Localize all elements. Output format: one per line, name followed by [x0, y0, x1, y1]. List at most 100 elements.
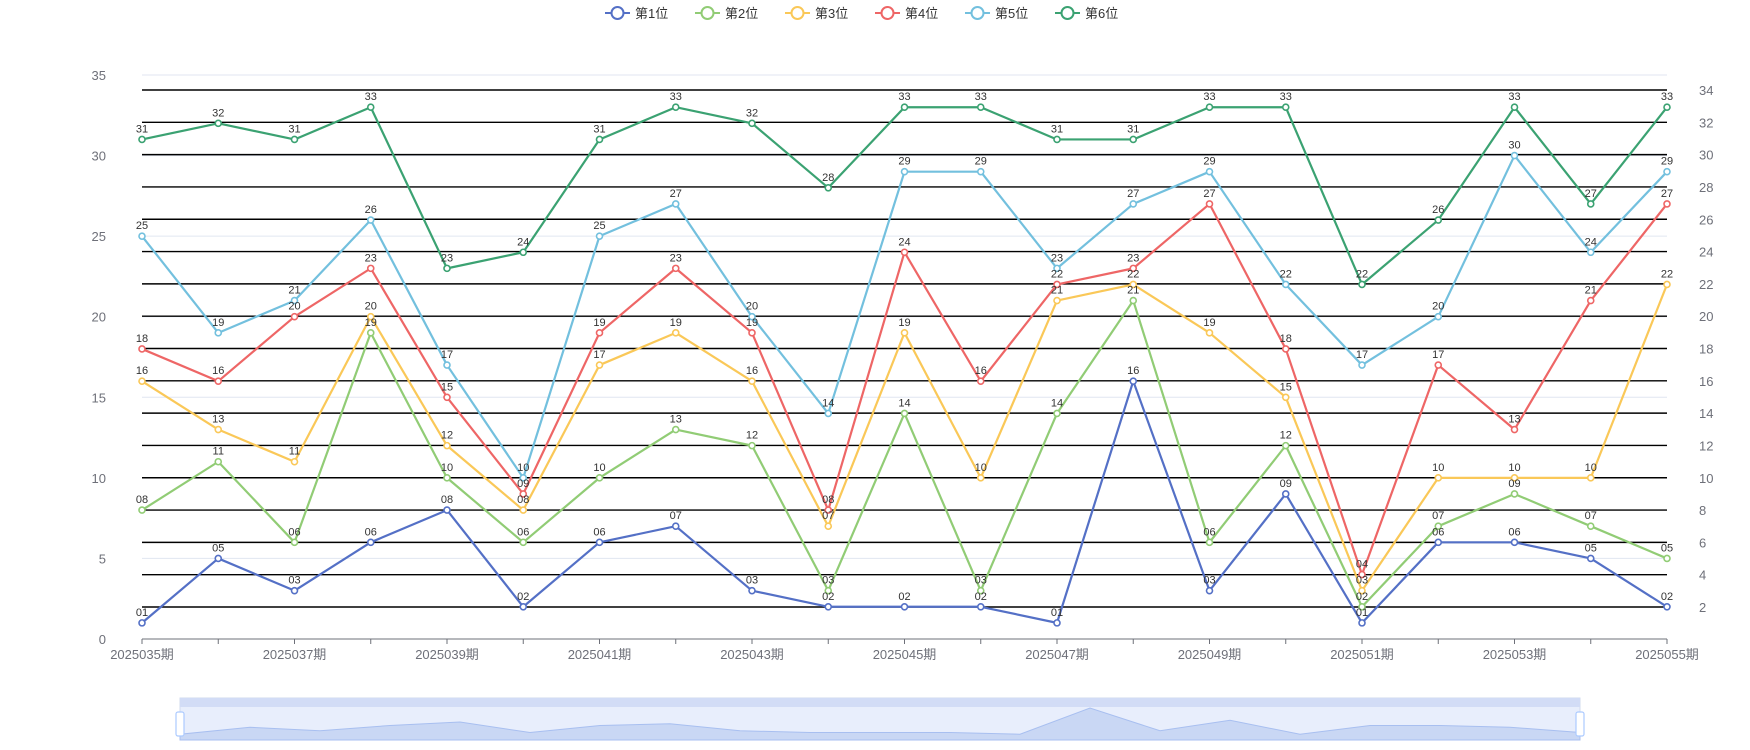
- zoom-left-handle[interactable]: [175, 711, 185, 737]
- data-point[interactable]: [1434, 538, 1443, 547]
- data-point[interactable]: [1053, 296, 1061, 305]
- data-point[interactable]: [595, 232, 604, 240]
- data-point[interactable]: [595, 361, 604, 369]
- data-point[interactable]: [1205, 586, 1214, 595]
- data-point[interactable]: [1663, 167, 1671, 176]
- zoom-move-handle[interactable]: [180, 698, 1580, 707]
- data-point[interactable]: [671, 264, 680, 273]
- data-point[interactable]: [671, 103, 680, 112]
- data-point[interactable]: [290, 457, 299, 466]
- data-point[interactable]: [1510, 490, 1519, 498]
- data-point[interactable]: [1129, 280, 1138, 289]
- data-point[interactable]: [1129, 200, 1138, 208]
- data-point[interactable]: [519, 506, 528, 514]
- data-point[interactable]: [1281, 280, 1290, 289]
- data-point[interactable]: [519, 474, 528, 482]
- data-point[interactable]: [824, 586, 833, 595]
- data-point[interactable]: [443, 361, 451, 369]
- data-point[interactable]: [595, 135, 604, 144]
- data-point[interactable]: [900, 602, 909, 611]
- data-point[interactable]: [290, 538, 299, 547]
- data-point[interactable]: [976, 602, 985, 611]
- data-point[interactable]: [519, 538, 528, 547]
- data-point[interactable]: [1205, 329, 1214, 337]
- data-point[interactable]: [214, 554, 223, 563]
- data-point[interactable]: [824, 602, 833, 611]
- data-point[interactable]: [671, 329, 680, 337]
- data-point[interactable]: [595, 538, 604, 547]
- data-point[interactable]: [519, 602, 528, 611]
- data-point[interactable]: [1358, 361, 1366, 369]
- data-point[interactable]: [290, 312, 299, 321]
- data-point[interactable]: [748, 329, 756, 337]
- data-point[interactable]: [1205, 538, 1214, 547]
- data-point[interactable]: [1281, 441, 1290, 450]
- data-point[interactable]: [214, 119, 223, 128]
- data-point[interactable]: [1586, 554, 1595, 563]
- data-point[interactable]: [976, 474, 985, 482]
- data-point[interactable]: [595, 474, 604, 482]
- data-point[interactable]: [138, 619, 146, 627]
- data-point[interactable]: [1129, 377, 1138, 385]
- data-point[interactable]: [900, 248, 909, 257]
- data-point[interactable]: [1663, 602, 1671, 611]
- data-point[interactable]: [976, 586, 985, 595]
- data-point[interactable]: [671, 522, 680, 531]
- data-point[interactable]: [1053, 409, 1061, 418]
- data-point[interactable]: [1205, 200, 1214, 208]
- data-point[interactable]: [824, 409, 833, 418]
- data-point[interactable]: [1434, 312, 1443, 321]
- data-point[interactable]: [1434, 522, 1443, 531]
- data-point[interactable]: [900, 409, 909, 418]
- data-point[interactable]: [290, 135, 299, 144]
- legend-item[interactable]: 第1位: [605, 6, 668, 21]
- data-point[interactable]: [1358, 602, 1366, 611]
- data-point[interactable]: [748, 119, 756, 128]
- data-point[interactable]: [519, 490, 528, 498]
- data-point[interactable]: [1663, 554, 1671, 563]
- data-point[interactable]: [1586, 522, 1595, 531]
- legend[interactable]: 第1位 第2位 第3位 第4位 第5位 第6位: [605, 6, 1118, 21]
- data-point[interactable]: [1053, 264, 1061, 273]
- data-point[interactable]: [443, 506, 451, 514]
- data-point[interactable]: [1434, 361, 1443, 369]
- data-point[interactable]: [1053, 280, 1061, 289]
- data-point[interactable]: [976, 167, 985, 176]
- data-point[interactable]: [443, 474, 451, 482]
- data-point[interactable]: [366, 538, 375, 547]
- data-point[interactable]: [976, 103, 985, 112]
- data-point[interactable]: [1205, 103, 1214, 112]
- data-point[interactable]: [1434, 474, 1443, 482]
- data-point[interactable]: [1129, 264, 1138, 273]
- data-point[interactable]: [519, 248, 528, 257]
- data-point[interactable]: [290, 586, 299, 595]
- data-point[interactable]: [1205, 167, 1214, 176]
- data-point[interactable]: [900, 103, 909, 112]
- legend-item[interactable]: 第6位: [1055, 6, 1118, 21]
- data-point[interactable]: [1281, 345, 1290, 353]
- data-point[interactable]: [900, 167, 909, 176]
- data-point[interactable]: [214, 425, 223, 434]
- legend-item[interactable]: 第3位: [785, 6, 848, 21]
- data-point[interactable]: [976, 377, 985, 385]
- data-point[interactable]: [366, 312, 375, 321]
- data-point[interactable]: [1510, 103, 1519, 112]
- data-point[interactable]: [1434, 216, 1443, 224]
- data-point[interactable]: [1663, 103, 1671, 112]
- data-point[interactable]: [748, 377, 756, 385]
- data-point[interactable]: [1510, 425, 1519, 434]
- data-point[interactable]: [366, 216, 375, 224]
- data-point[interactable]: [1358, 280, 1366, 289]
- zoom-right-handle[interactable]: [1575, 711, 1585, 737]
- data-point[interactable]: [1586, 200, 1595, 208]
- data-point[interactable]: [824, 506, 833, 514]
- data-point[interactable]: [1663, 280, 1671, 289]
- data-point[interactable]: [595, 329, 604, 337]
- data-point[interactable]: [1510, 474, 1519, 482]
- data-point[interactable]: [1129, 135, 1138, 144]
- data-point[interactable]: [138, 232, 146, 240]
- data-point[interactable]: [366, 329, 375, 337]
- data-point[interactable]: [443, 441, 451, 450]
- data-point[interactable]: [214, 457, 223, 466]
- data-point[interactable]: [748, 586, 756, 595]
